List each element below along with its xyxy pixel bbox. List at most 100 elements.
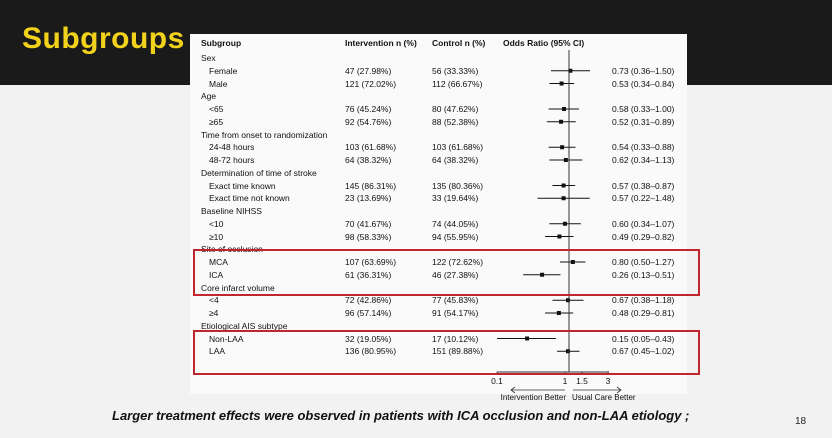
highlight-etiological-subtype (193, 330, 700, 375)
header-control: Control n (%) (432, 38, 486, 48)
odds-ratio-ci: 0.67 (0.38–1.18) (612, 295, 675, 306)
odds-ratio-point (568, 68, 573, 73)
subgroup-header: Time from onset to randomization (201, 129, 328, 140)
subgroup-header: Age (201, 91, 217, 102)
intervention-value: 47 (27.98%) (345, 65, 392, 76)
odds-ratio-point (540, 272, 545, 277)
subgroup-label: ≥4 (209, 308, 219, 318)
x-tick-label: 0.1 (491, 376, 503, 386)
odds-ratio-point (562, 107, 567, 111)
odds-ratio-ci: 0.62 (0.34–1.13) (612, 155, 675, 165)
intervention-value: 70 (41.67%) (345, 218, 392, 229)
header-subgroup: Subgroup (201, 38, 242, 48)
x-tick-label: 3 (606, 376, 611, 386)
odds-ratio-point (556, 311, 561, 315)
odds-ratio-ci: 0.57 (0.38–0.87) (612, 180, 675, 191)
control-value: 74 (44.05%) (432, 218, 479, 229)
slide-title: Subgroups (22, 22, 185, 55)
control-value: 122 (72.62%) (432, 257, 484, 267)
highlight-site-of-occlusion (193, 249, 700, 296)
x-tick-label: 1.5 (576, 376, 588, 386)
odds-ratio-point (565, 349, 570, 354)
intervention-value: 103 (61.68%) (345, 142, 397, 153)
odds-ratio-point (560, 145, 565, 150)
subgroup-label: <65 (209, 104, 224, 114)
odds-ratio-point (561, 183, 566, 188)
label-usual-care-better: Usual Care Better (572, 393, 636, 402)
subgroup-label: ≥65 (209, 116, 224, 127)
intervention-value: 72 (42.86%) (345, 295, 392, 306)
odds-ratio-ci: 0.52 (0.31–0.89) (612, 116, 675, 127)
odds-ratio-ci: 0.58 (0.33–1.00) (612, 104, 675, 114)
subgroup-label: Female (209, 65, 238, 76)
intervention-value: 32 (19.05%) (345, 333, 392, 344)
odds-ratio-ci: 0.80 (0.50–1.27) (612, 257, 675, 267)
subgroup-header: Sex (201, 53, 216, 63)
intervention-value: 121 (72.02%) (345, 78, 397, 89)
subgroup-label: ICA (209, 269, 224, 280)
page-number: 18 (795, 416, 807, 427)
subgroup-label: <4 (209, 295, 219, 306)
control-value: 151 (89.88%) (432, 346, 484, 357)
header-odds-ratio: Odds Ratio (95% CI) (503, 38, 585, 48)
subgroup-label: LAA (209, 346, 226, 357)
odds-ratio-point (565, 298, 570, 303)
odds-ratio-point (570, 260, 575, 264)
intervention-value: 136 (80.95%) (345, 346, 397, 357)
control-value: 77 (45.83%) (432, 295, 479, 306)
odds-ratio-ci: 0.26 (0.13–0.51) (612, 269, 675, 280)
subgroup-header: Determination of time of stroke (201, 167, 317, 178)
arrow-right-icon (573, 386, 622, 394)
label-intervention-better: Intervention Better (501, 393, 567, 402)
intervention-value: 107 (63.69%) (345, 257, 397, 267)
control-value: 103 (61.68%) (432, 142, 484, 153)
footer-note: Larger treatment effects were observed i… (112, 408, 690, 423)
control-value: 94 (55.95%) (432, 231, 479, 242)
odds-ratio-point (563, 158, 568, 162)
intervention-value: 92 (54.76%) (345, 116, 392, 127)
odds-ratio-ci: 0.53 (0.34–0.84) (612, 78, 675, 89)
control-value: 88 (52.38%) (432, 116, 479, 127)
control-value: 80 (47.62%) (432, 104, 479, 114)
intervention-value: 76 (45.24%) (345, 104, 392, 114)
intervention-value: 64 (38.32%) (345, 155, 392, 165)
forest-plot-panel (190, 34, 687, 394)
odds-ratio-ci: 0.15 (0.05–0.43) (612, 333, 675, 344)
odds-ratio-ci: 0.57 (0.22–1.48) (612, 193, 675, 204)
control-value: 91 (54.17%) (432, 308, 479, 318)
odds-ratio-point (525, 336, 530, 341)
header-intervention: Intervention n (%) (345, 38, 417, 48)
arrow-left-icon (510, 386, 565, 394)
control-value: 64 (38.32%) (432, 155, 479, 165)
subgroup-header: Core infarct volume (201, 282, 275, 293)
subgroup-label: Non-LAA (209, 333, 244, 344)
control-value: 112 (66.67%) (432, 78, 483, 89)
control-value: 33 (19.64%) (432, 193, 479, 204)
subgroup-label: Male (209, 78, 228, 89)
subgroup-header: Etiological AIS subtype (201, 320, 288, 331)
subgroup-label: Exact time not known (209, 193, 290, 204)
intervention-value: 145 (86.31%) (345, 180, 397, 191)
subgroup-label: 24-48 hours (209, 142, 255, 153)
control-value: 135 (80.36%) (432, 180, 484, 191)
odds-ratio-ci: 0.54 (0.33–0.88) (612, 142, 675, 153)
odds-ratio-point (559, 81, 564, 86)
subgroup-label: ≥10 (209, 231, 224, 242)
odds-ratio-ci: 0.49 (0.29–0.82) (612, 231, 675, 242)
control-value: 46 (27.38%) (432, 269, 479, 280)
subgroup-label: <10 (209, 218, 224, 229)
odds-ratio-point (559, 119, 564, 124)
subgroup-label: 48-72 hours (209, 155, 255, 165)
subgroup-label: MCA (209, 257, 228, 267)
odds-ratio-point (557, 234, 562, 239)
intervention-value: 61 (36.31%) (345, 269, 392, 280)
intervention-value: 98 (58.33%) (345, 231, 392, 242)
odds-ratio-ci: 0.73 (0.36–1.50) (612, 65, 675, 76)
intervention-value: 96 (57.14%) (345, 308, 392, 318)
subgroup-label: Exact time known (209, 180, 276, 191)
odds-ratio-point (561, 196, 566, 201)
control-value: 17 (10.12%) (432, 333, 479, 344)
odds-ratio-ci: 0.67 (0.45–1.02) (612, 346, 675, 357)
odds-ratio-point (562, 221, 567, 226)
intervention-value: 23 (13.69%) (345, 193, 392, 204)
